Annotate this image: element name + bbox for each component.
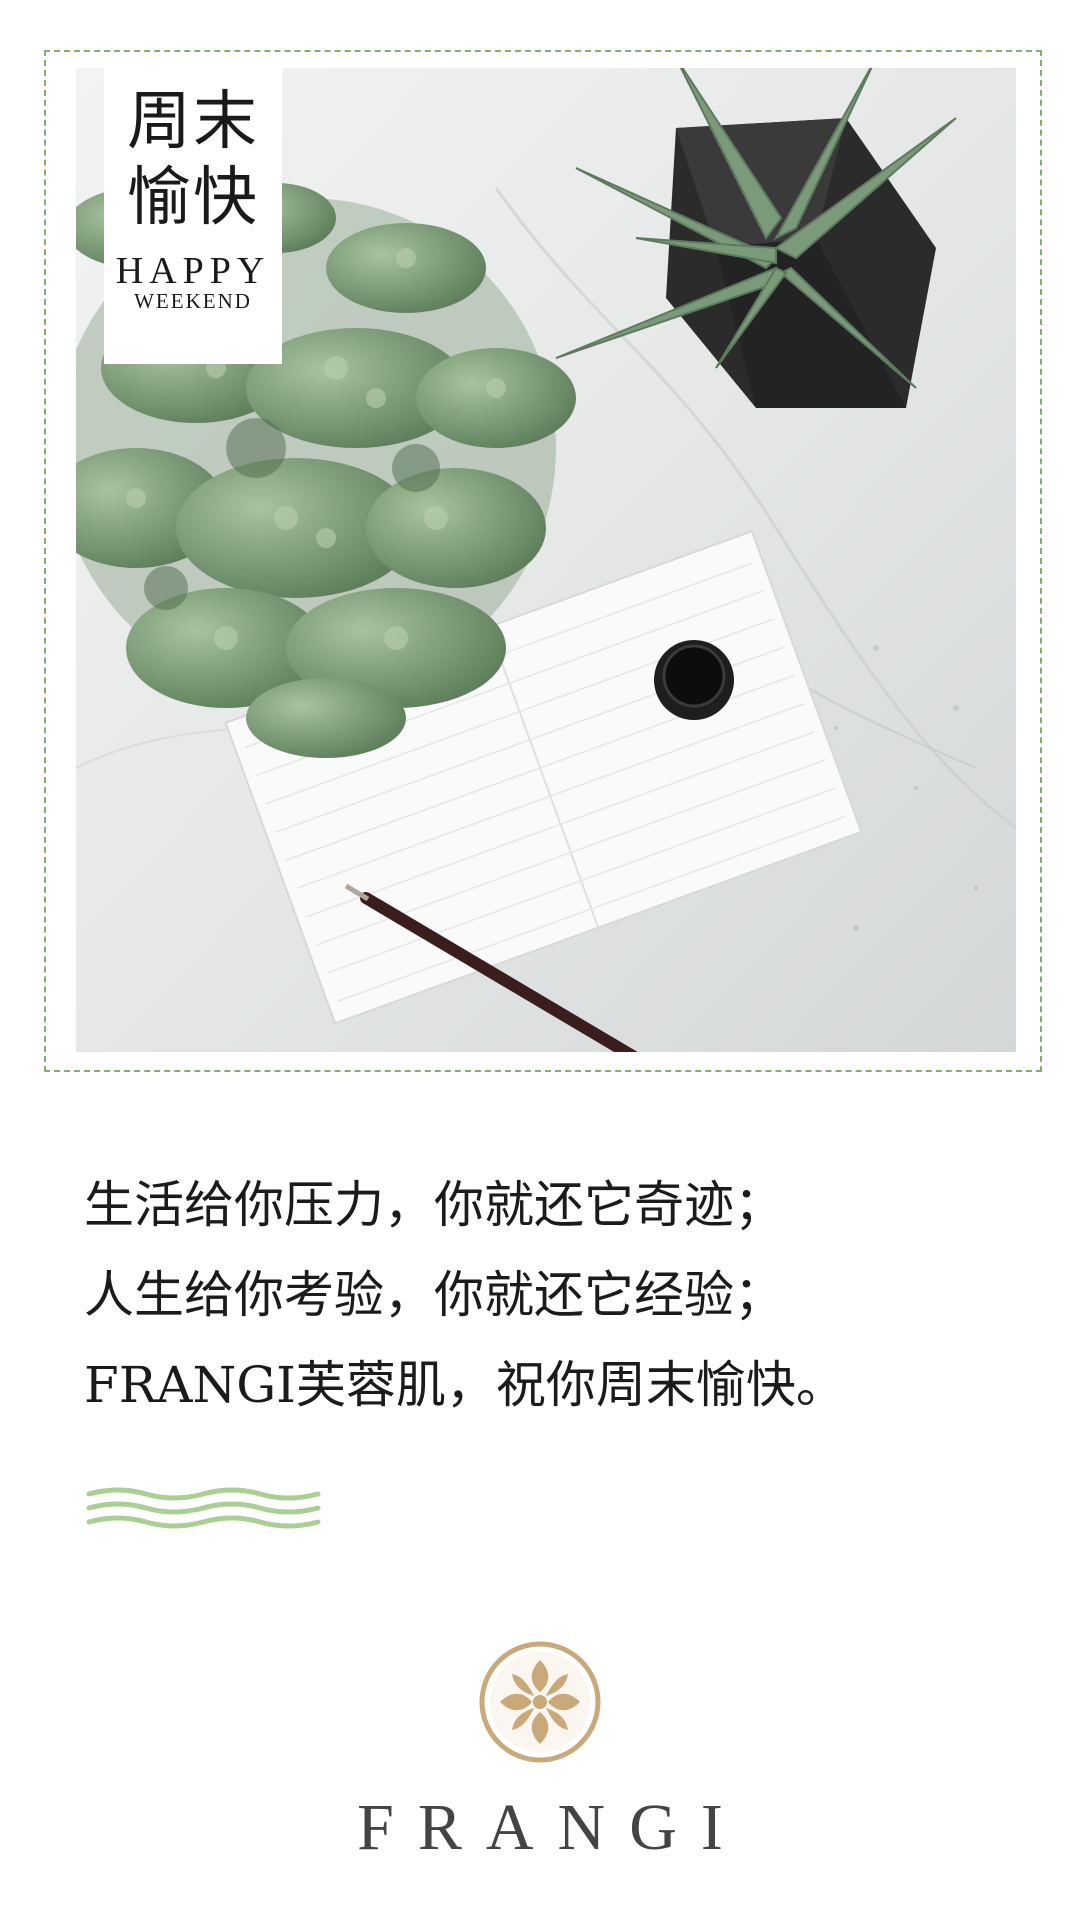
weekend-quote: 生活给你压力，你就还它奇迹； 人生给你考验，你就还它经验； FRANGI芙蓉肌，… [84, 1160, 1024, 1430]
quote-line-3: FRANGI芙蓉肌，祝你周末愉快。 [84, 1356, 846, 1414]
title-chinese: 周末愉快 [127, 85, 259, 235]
quote-line-2: 人生给你考验，你就还它经验； [84, 1266, 784, 1324]
wave-decoration [86, 1487, 321, 1529]
title-english-weekend: WEEKEND [134, 289, 252, 313]
quote-line-1: 生活给你压力，你就还它奇迹； [84, 1176, 784, 1234]
photo-frame-dashed-border [44, 50, 1042, 1072]
ink-jar [654, 640, 734, 720]
pen [344, 883, 638, 1052]
happy-weekend-title-card: 周末愉快 HAPPY WEEKEND [104, 68, 282, 364]
aloe-plant [555, 68, 957, 389]
brand-name: FRANGI [357, 1791, 747, 1864]
frangi-logo-emblem [479, 1641, 601, 1763]
title-english-happy: HAPPY [115, 250, 271, 292]
